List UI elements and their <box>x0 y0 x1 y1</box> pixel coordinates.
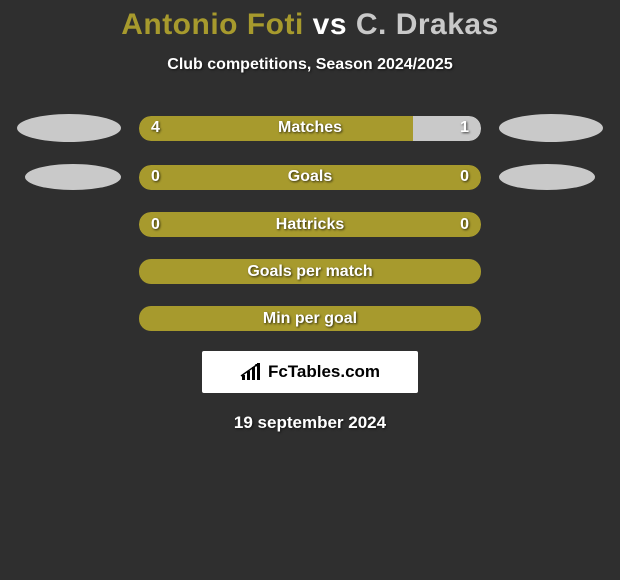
stat-row-mpg: Min per goal <box>0 306 620 331</box>
bar-chart-icon <box>240 363 262 381</box>
stat-right-value: 0 <box>460 216 469 234</box>
player-a-name: Antonio Foti <box>121 8 304 41</box>
branding-text: FcTables.com <box>268 362 380 382</box>
stat-left-value: 4 <box>151 119 160 137</box>
player-b-ellipse-icon <box>499 114 603 142</box>
stat-name-label: Goals <box>288 168 332 186</box>
date-label: 19 september 2024 <box>234 413 386 433</box>
stat-row-matches: 4 Matches 1 <box>0 114 620 142</box>
stat-name-label: Hattricks <box>276 216 344 234</box>
stat-row-hattricks: 0 Hattricks 0 <box>0 212 620 237</box>
stats-list: 4 Matches 1 0 Goals 0 0 Hattri <box>0 114 620 331</box>
player-a-ellipse-icon <box>25 164 121 190</box>
stat-bar-matches: 4 Matches 1 <box>139 116 481 141</box>
branding-badge[interactable]: FcTables.com <box>202 351 418 393</box>
stat-row-gpm: Goals per match <box>0 259 620 284</box>
stat-left-value: 0 <box>151 168 160 186</box>
stat-name-label: Min per goal <box>263 310 357 328</box>
stat-bar-hattricks: 0 Hattricks 0 <box>139 212 481 237</box>
player-b-ellipse-icon <box>499 164 595 190</box>
page-title: Antonio Foti vs C. Drakas <box>121 8 499 42</box>
stat-bar-goals: 0 Goals 0 <box>139 165 481 190</box>
stat-right-value: 1 <box>460 119 469 137</box>
bar-segment-right <box>413 116 481 141</box>
player-a-ellipse-icon <box>17 114 121 142</box>
stat-bar-mpg: Min per goal <box>139 306 481 331</box>
bar-segment-left <box>139 116 413 141</box>
stat-row-goals: 0 Goals 0 <box>0 164 620 190</box>
stat-name-label: Matches <box>278 119 342 137</box>
stat-name-label: Goals per match <box>247 263 372 281</box>
stat-left-value: 0 <box>151 216 160 234</box>
subtitle: Club competitions, Season 2024/2025 <box>167 56 452 74</box>
player-b-name: C. Drakas <box>356 8 499 41</box>
stat-right-value: 0 <box>460 168 469 186</box>
vs-separator: vs <box>313 8 347 41</box>
stat-bar-gpm: Goals per match <box>139 259 481 284</box>
comparison-card: Antonio Foti vs C. Drakas Club competiti… <box>0 0 620 433</box>
